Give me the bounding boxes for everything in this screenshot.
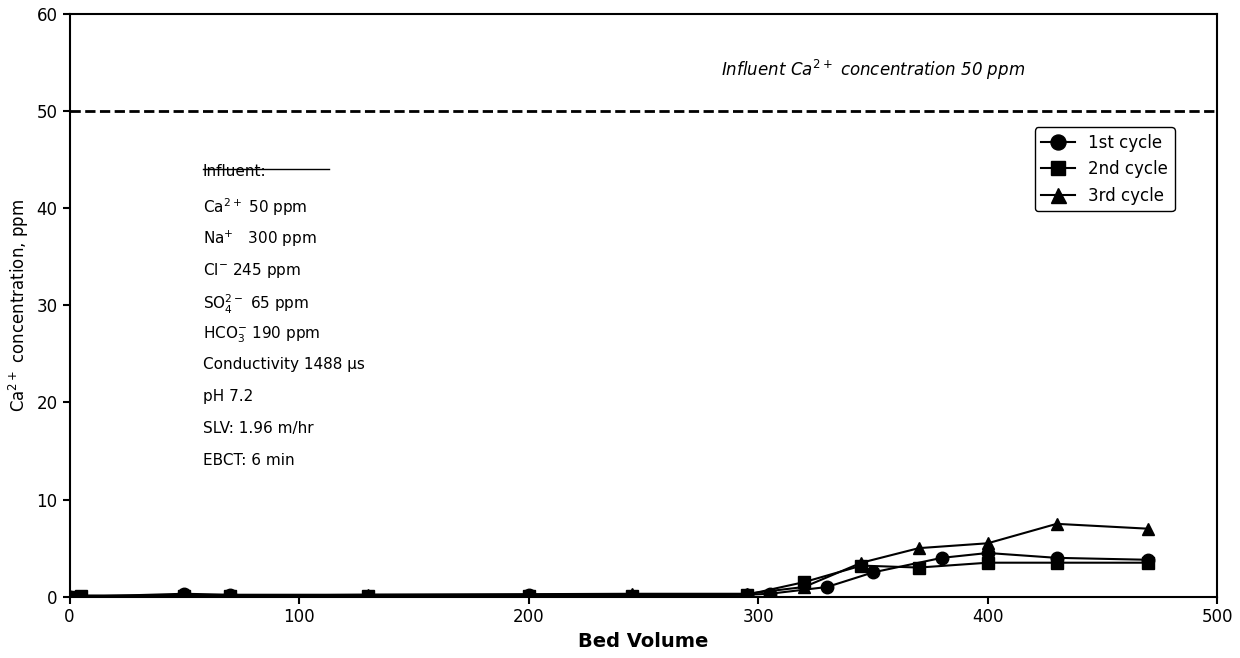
1st cycle [521,591,536,599]
Line: 3rd cycle: 3rd cycle [63,518,1154,603]
Text: pH 7.2: pH 7.2 [202,389,253,404]
1st cycle [1049,554,1064,562]
1st cycle [739,591,754,599]
3rd cycle [854,559,869,567]
1st cycle [177,590,192,597]
2nd cycle [177,592,192,599]
Text: SLV: 1.96 m/hr: SLV: 1.96 m/hr [202,421,314,436]
Text: Influent:: Influent: [202,164,267,180]
2nd cycle [739,591,754,599]
2nd cycle [981,559,996,567]
3rd cycle [73,592,88,599]
3rd cycle [911,544,926,552]
Text: Cl$^{-}$ 245 ppm: Cl$^{-}$ 245 ppm [202,261,301,280]
1st cycle [981,549,996,557]
2nd cycle [625,592,640,599]
3rd cycle [223,592,238,599]
1st cycle [223,591,238,599]
3rd cycle [625,590,640,597]
3rd cycle [981,540,996,547]
X-axis label: Bed Volume: Bed Volume [578,632,708,651]
1st cycle [866,569,880,576]
2nd cycle [361,592,376,599]
2nd cycle [1049,559,1064,567]
2nd cycle [911,564,926,572]
2nd cycle [62,593,77,601]
1st cycle [935,554,950,562]
Text: HCO$_3^{-}$ 190 ppm: HCO$_3^{-}$ 190 ppm [202,325,320,345]
2nd cycle [854,562,869,570]
1st cycle [1141,556,1156,564]
1st cycle [73,593,88,601]
2nd cycle [223,592,238,599]
Line: 1st cycle: 1st cycle [63,547,1154,603]
Y-axis label: Ca$^{2+}$ concentration, ppm: Ca$^{2+}$ concentration, ppm [7,199,31,412]
1st cycle [820,583,835,591]
2nd cycle [521,592,536,599]
Text: EBCT: 6 min: EBCT: 6 min [202,453,294,468]
3rd cycle [361,591,376,599]
Legend: 1st cycle, 2nd cycle, 3rd cycle: 1st cycle, 2nd cycle, 3rd cycle [1034,127,1174,211]
3rd cycle [739,590,754,597]
3rd cycle [796,583,811,591]
2nd cycle [1141,559,1156,567]
3rd cycle [1049,520,1064,528]
Text: Na$^{+}$   300 ppm: Na$^{+}$ 300 ppm [202,228,316,249]
3rd cycle [1141,525,1156,533]
Text: Conductivity 1488 μs: Conductivity 1488 μs [202,357,365,372]
1st cycle [62,593,77,601]
Text: SO$_4^{2-}$ 65 ppm: SO$_4^{2-}$ 65 ppm [202,293,309,316]
3rd cycle [62,593,77,601]
Text: Ca$^{2+}$ 50 ppm: Ca$^{2+}$ 50 ppm [202,197,308,218]
2nd cycle [73,592,88,599]
2nd cycle [796,578,811,586]
1st cycle [763,590,777,597]
Line: 2nd cycle: 2nd cycle [64,557,1154,602]
Text: Influent $Ca^{2+}$ concentration 50 ppm: Influent $Ca^{2+}$ concentration 50 ppm [720,58,1025,82]
